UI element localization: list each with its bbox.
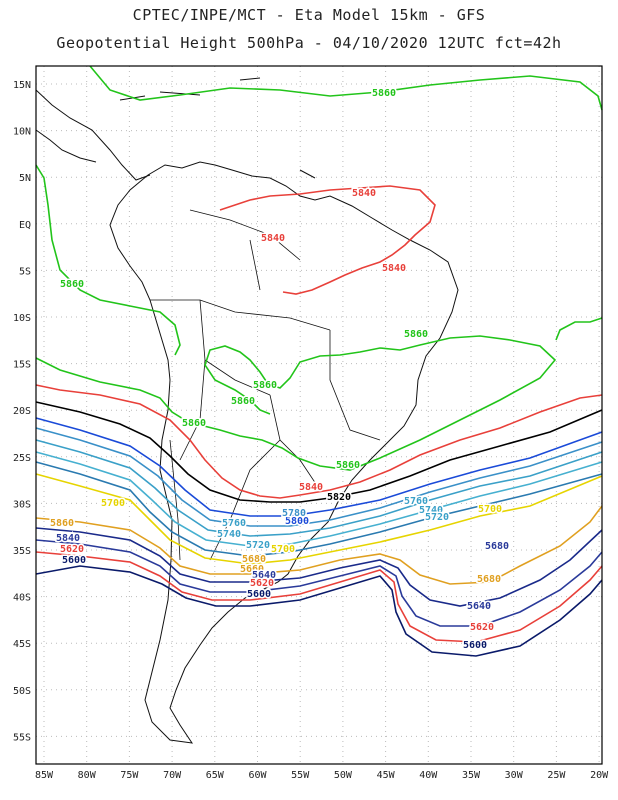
contour-label: 5740 (217, 529, 241, 540)
height-contours (35, 65, 603, 657)
contour-label: 5860 (404, 329, 428, 340)
coastline-and-borders (35, 77, 459, 744)
map-title-line-2: Geopotential Height 500hPa - 04/10/2020 … (56, 34, 562, 52)
contour-label: 5860 (50, 518, 74, 529)
south-america-coastline (109, 161, 459, 744)
contour-label: 5840 (261, 233, 285, 244)
latitude-tick-label: 50S (13, 686, 31, 697)
contour-line-5860 (89, 65, 603, 111)
contour-label: 5840 (382, 263, 406, 274)
contour-label: 5860 (231, 396, 255, 407)
latitude-tick-label: 45S (13, 639, 31, 650)
latitude-tick-label: EQ (19, 220, 31, 231)
contour-label: 5620 (60, 544, 84, 555)
latitude-tick-label: 40S (13, 593, 31, 604)
contour-label: 5620 (470, 622, 494, 633)
contour-label: 5680 (242, 554, 266, 565)
contour-label: 5600 (463, 640, 487, 651)
central-america-coastline (35, 89, 151, 181)
longitude-tick-label: 65W (206, 770, 225, 781)
graticule-grid (36, 66, 602, 764)
contour-label: 5840 (56, 533, 80, 544)
contour-label: 5700 (271, 544, 295, 555)
contour-line-5780 (35, 427, 603, 527)
contour-label: 5700 (478, 504, 502, 515)
contour-line-5600 (35, 565, 603, 657)
contour-label: 5800 (285, 516, 309, 527)
contour-label: 5660 (240, 564, 264, 575)
contour-label: 5860 (372, 88, 396, 99)
contour-label-layer: 5860 5840 5840 5840 5860 5860 5860 5860 5860 5860… (48, 87, 510, 653)
latitude-tick-label: 15S (13, 360, 31, 371)
longitude-tick-label: 30W (505, 770, 524, 781)
longitude-tick-label: 35W (462, 770, 481, 781)
contour-line-5800 (35, 417, 603, 517)
contour-label: 5840 (299, 482, 323, 493)
contour-label: 5820 (327, 492, 351, 503)
contour-label: 5860 (336, 460, 360, 471)
longitude-tick-label: 50W (334, 770, 353, 781)
contour-label: 5760 (404, 496, 428, 507)
longitude-tick-label: 70W (163, 770, 182, 781)
contour-label: 5720 (425, 512, 449, 523)
map-title-line-1: CPTEC/INPE/MCT - Eta Model 15km - GFS (132, 6, 486, 24)
longitude-tick-label: 45W (377, 770, 396, 781)
contour-line-5760 (35, 439, 603, 537)
contour-label: 5600 (247, 589, 271, 600)
contour-line-5640 (35, 539, 603, 627)
contour-label: 5780 (282, 508, 306, 519)
latitude-tick-label: 10S (13, 313, 31, 324)
latitude-tick-label: 30S (13, 499, 31, 510)
contour-label: 5740 (419, 505, 443, 516)
contour-label: 5640 (252, 570, 276, 581)
contour-line-5860 (35, 335, 557, 471)
contour-line-5860 (555, 317, 603, 341)
contour-line-5720 (35, 461, 603, 557)
contour-label: 5680 (485, 541, 509, 552)
contour-label: 5680 (477, 574, 501, 585)
axis-tick-labels: 15N 10N 5N EQ 5S 10S 15S 20S 25S 30S 35S 40S 45S 50S 5… (13, 80, 609, 781)
contour-label: 5700 (101, 498, 125, 509)
contour-line-5840 (35, 384, 603, 499)
latitude-tick-label: 20S (13, 406, 31, 417)
latitude-tick-label: 25S (13, 453, 31, 464)
contour-label: 5860 (60, 279, 84, 290)
contour-label: 5620 (250, 578, 274, 589)
latitude-tick-label: 5S (19, 266, 31, 277)
contour-label: 5640 (467, 601, 491, 612)
longitude-tick-label: 25W (547, 770, 566, 781)
map-frame (35, 65, 603, 765)
contour-label: 5720 (246, 540, 270, 551)
contour-label: 5760 (222, 518, 246, 529)
contour-label: 5860 (253, 380, 277, 391)
contour-line-5820 (35, 401, 603, 503)
latitude-tick-label: 5N (19, 173, 31, 184)
country-borders (150, 209, 381, 561)
contour-label: 5860 (182, 418, 206, 429)
contour-label: 5840 (352, 188, 376, 199)
contour-line-5740 (35, 451, 603, 547)
longitude-tick-label: 85W (35, 770, 54, 781)
latitude-tick-label: 10N (13, 127, 31, 138)
contour-line-5660 (35, 527, 603, 607)
latitude-tick-label: 55S (13, 732, 31, 743)
longitude-tick-label: 55W (291, 770, 310, 781)
caribbean-islands (119, 77, 316, 179)
contour-label: 5600 (62, 555, 86, 566)
longitude-tick-label: 40W (419, 770, 438, 781)
longitude-tick-label: 80W (78, 770, 97, 781)
latitude-tick-label: 15N (13, 80, 31, 91)
contour-line-5700 (35, 473, 603, 565)
longitude-tick-label: 75W (120, 770, 139, 781)
latitude-tick-label: 35S (13, 546, 31, 557)
longitude-tick-label: 20W (590, 770, 609, 781)
contour-line-5860 (35, 164, 181, 356)
longitude-tick-label: 60W (248, 770, 267, 781)
contour-line-5620 (35, 551, 603, 643)
contour-line-5680 (35, 505, 603, 585)
contour-line-5840 (219, 185, 436, 295)
